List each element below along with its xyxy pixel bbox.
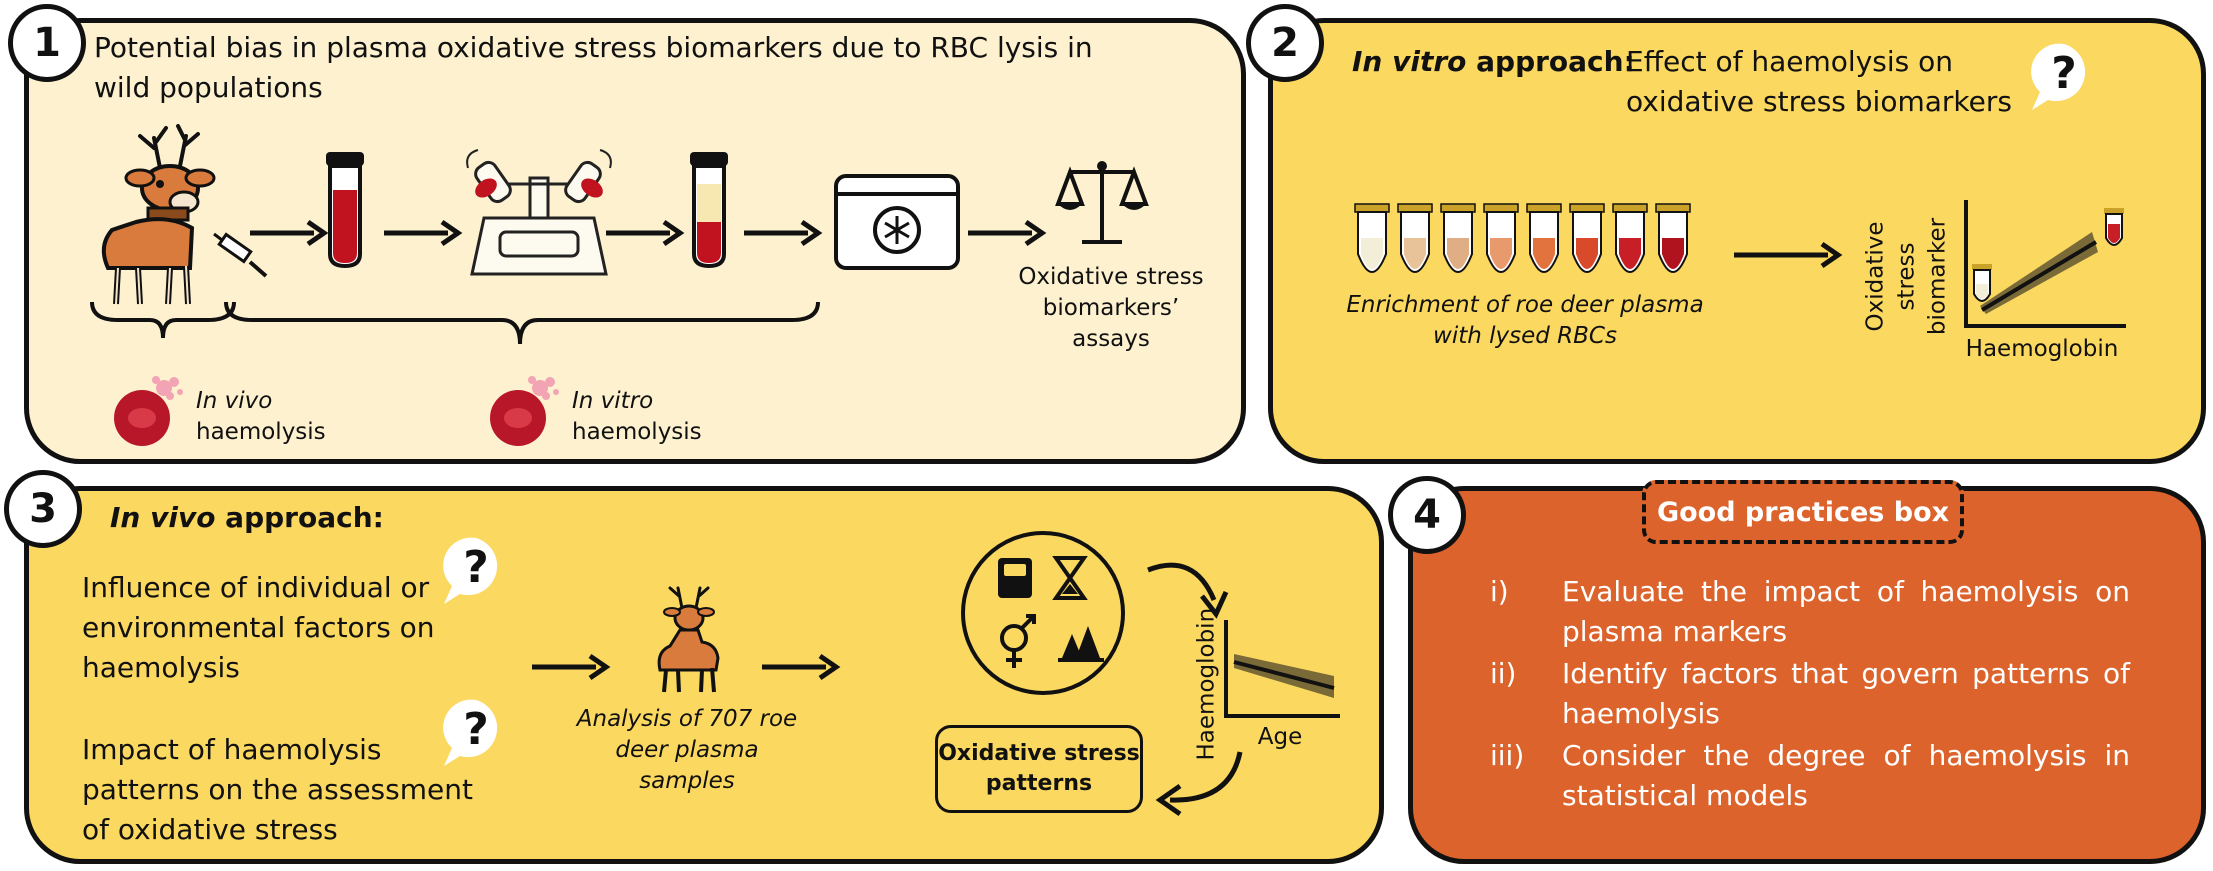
panel-4-number: 4 — [1388, 476, 1466, 554]
arrow — [968, 219, 1047, 247]
assay-label: Oxidative stress biomarkers’ assays — [1018, 264, 1204, 352]
panel-1-title: Potential bias in plasma oxidative stres… — [94, 31, 1093, 104]
separated-tube-icon — [690, 152, 728, 269]
arrow — [606, 219, 685, 247]
forest-icon — [1058, 626, 1104, 662]
panel-2-heading-rest: approach: — [1466, 45, 1635, 78]
deer-icon — [657, 586, 720, 693]
list-item: ii) Identify factors that govern pattern… — [1490, 654, 2130, 734]
analysis-caption: Analysis of 707 roe deer plasma samples — [576, 706, 798, 794]
eppendorf-tube — [1397, 203, 1433, 273]
question-bubble-icon: ? — [2031, 43, 2086, 110]
in-vitro-italic: In vitro — [572, 388, 654, 414]
eppendorf-tube — [1569, 203, 1605, 273]
panel-4 — [1408, 486, 2206, 864]
panel-2-heading: In vitro approach: — [1352, 42, 1635, 82]
arrow — [762, 653, 841, 681]
item-number: i) — [1490, 575, 1509, 608]
eppendorf-tube — [1483, 203, 1519, 273]
arrow — [744, 219, 823, 247]
panel-3-heading-italic: In vivo — [110, 501, 216, 534]
panel-3-plot — [1224, 620, 1340, 718]
tube-row — [1354, 203, 1691, 273]
in-vivo-italic: In vivo — [196, 388, 273, 414]
panel-3-x-axis-label: Age — [1257, 724, 1303, 750]
panel-3-heading: In vivo approach: — [110, 498, 384, 538]
in-vitro-brace — [224, 301, 820, 345]
sex-symbols-icon — [1000, 614, 1036, 668]
in-vitro-rest: haemolysis — [572, 419, 702, 445]
deer-icon — [101, 124, 216, 305]
eppendorf-tube — [1354, 203, 1390, 273]
balance-scale-icon — [1055, 161, 1149, 244]
blood-tube-icon — [326, 152, 364, 269]
in-vitro-haemolysis-label: In vitro haemolysis — [572, 386, 732, 448]
curved-arrow — [1147, 562, 1229, 619]
eppendorf-tube — [1612, 203, 1648, 273]
svg-text:?: ? — [463, 704, 489, 755]
factors-circle — [961, 531, 1125, 695]
in-vivo-brace — [90, 301, 236, 339]
item-text: Identify factors that govern patterns of… — [1562, 657, 2130, 730]
arrow — [250, 219, 329, 247]
freezer-icon — [834, 174, 960, 270]
panel-2-heading-italic: In vitro — [1352, 45, 1467, 78]
oxidative-stress-box: Oxidative stress patterns — [935, 725, 1143, 813]
hourglass-icon — [1052, 556, 1088, 600]
question-bubble-icon: ? — [443, 537, 498, 604]
curved-arrow — [1155, 751, 1243, 817]
in-vivo-rest: haemolysis — [196, 419, 326, 445]
item-text: Consider the degree of haemolysis in sta… — [1562, 739, 2130, 812]
panel-2-subtitle: Effect of haemolysis on oxidative stress… — [1626, 45, 2012, 118]
in-vivo-haemolysis-label: In vivo haemolysis — [196, 386, 356, 448]
svg-text:?: ? — [463, 542, 489, 593]
question-1: Influence of individual or environmental… — [82, 571, 435, 684]
eppendorf-tube — [1526, 203, 1562, 273]
svg-text:?: ? — [2051, 48, 2077, 99]
item-text: Evaluate the impact of haemolysis on pla… — [1562, 575, 2130, 648]
weight-scale-icon — [998, 558, 1032, 598]
item-number: iii) — [1490, 739, 1525, 772]
panel-3-number: 3 — [4, 470, 82, 548]
panel-2-caption: Enrichment of roe deer plasma with lysed… — [1346, 292, 1704, 349]
rbc-icon — [490, 376, 559, 446]
eppendorf-tube — [1440, 203, 1476, 273]
centrifuge-icon — [466, 149, 612, 276]
syringe-icon — [213, 232, 268, 278]
panel-2-number: 2 — [1246, 4, 1324, 82]
arrow — [532, 653, 611, 681]
arrow — [1734, 241, 1843, 269]
panel-2-x-axis-label: Haemoglobin — [1965, 336, 2119, 362]
question-bubble-icon: ? — [443, 699, 498, 766]
eppendorf-tube — [1655, 203, 1691, 273]
panel-1-number: 1 — [8, 4, 86, 82]
panel-3-y-axis-label: Haemoglobin — [1193, 607, 1220, 761]
item-number: ii) — [1490, 657, 1517, 690]
question-2: Impact of haemolysis patterns on the ass… — [82, 733, 473, 846]
list-item: iii) Consider the degree of haemolysis i… — [1490, 736, 2130, 816]
rbc-icon — [114, 376, 183, 446]
panel-2-y-axis-label: Oxidative stress biomarker — [1862, 217, 1951, 336]
panel-3-heading-rest: approach: — [215, 501, 384, 534]
list-item: i) Evaluate the impact of haemolysis on … — [1490, 572, 2130, 652]
arrow — [384, 219, 463, 247]
panel-2-plot — [1964, 200, 2126, 328]
good-practices-list: i) Evaluate the impact of haemolysis on … — [1490, 572, 2130, 818]
good-practices-title: Good practices box — [1642, 480, 1964, 544]
